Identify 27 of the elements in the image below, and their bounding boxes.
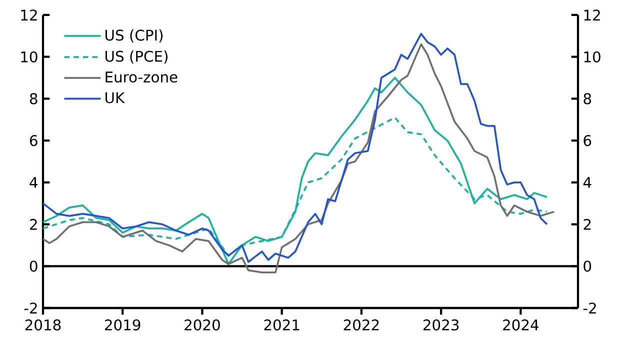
legend-label: US (PCE) xyxy=(106,50,168,64)
y2-tick-label: 4 xyxy=(583,177,592,188)
legend-label: US (CPI) xyxy=(106,29,163,42)
x-tick-label: 2019 xyxy=(105,319,140,330)
y-tick-label: -2 xyxy=(24,302,37,314)
x-tick-label: 2020 xyxy=(184,319,220,330)
legend-label: Euro-zone xyxy=(106,72,178,83)
y2-tick-label: 6 xyxy=(584,135,592,146)
x-tick-label: 2021 xyxy=(264,319,300,330)
y2-tick-label: 8 xyxy=(584,93,592,104)
y2-tick-label: -2 xyxy=(583,302,596,314)
x-tick-label: 2024 xyxy=(503,319,539,330)
y-tick-label: 6 xyxy=(30,135,38,146)
y2-tick-label: 12 xyxy=(584,10,600,20)
x-tick-label: 2018 xyxy=(25,319,61,330)
y2-tick-label: 10 xyxy=(584,51,600,62)
x-tick-label: 2023 xyxy=(423,319,459,330)
x-tick-label: 2022 xyxy=(344,319,379,330)
y-tick-label: 2 xyxy=(30,218,37,230)
y-tick-label: 8 xyxy=(30,93,38,104)
y-tick-label: 12 xyxy=(21,10,37,20)
y-tick-label: 10 xyxy=(21,51,38,62)
y2-tick-label: 0 xyxy=(584,260,592,272)
y-tick-label: 4 xyxy=(30,177,38,188)
y2-tick-label: 2 xyxy=(584,218,591,230)
legend-label: UK xyxy=(106,92,125,104)
y-tick-label: 0 xyxy=(30,260,38,272)
